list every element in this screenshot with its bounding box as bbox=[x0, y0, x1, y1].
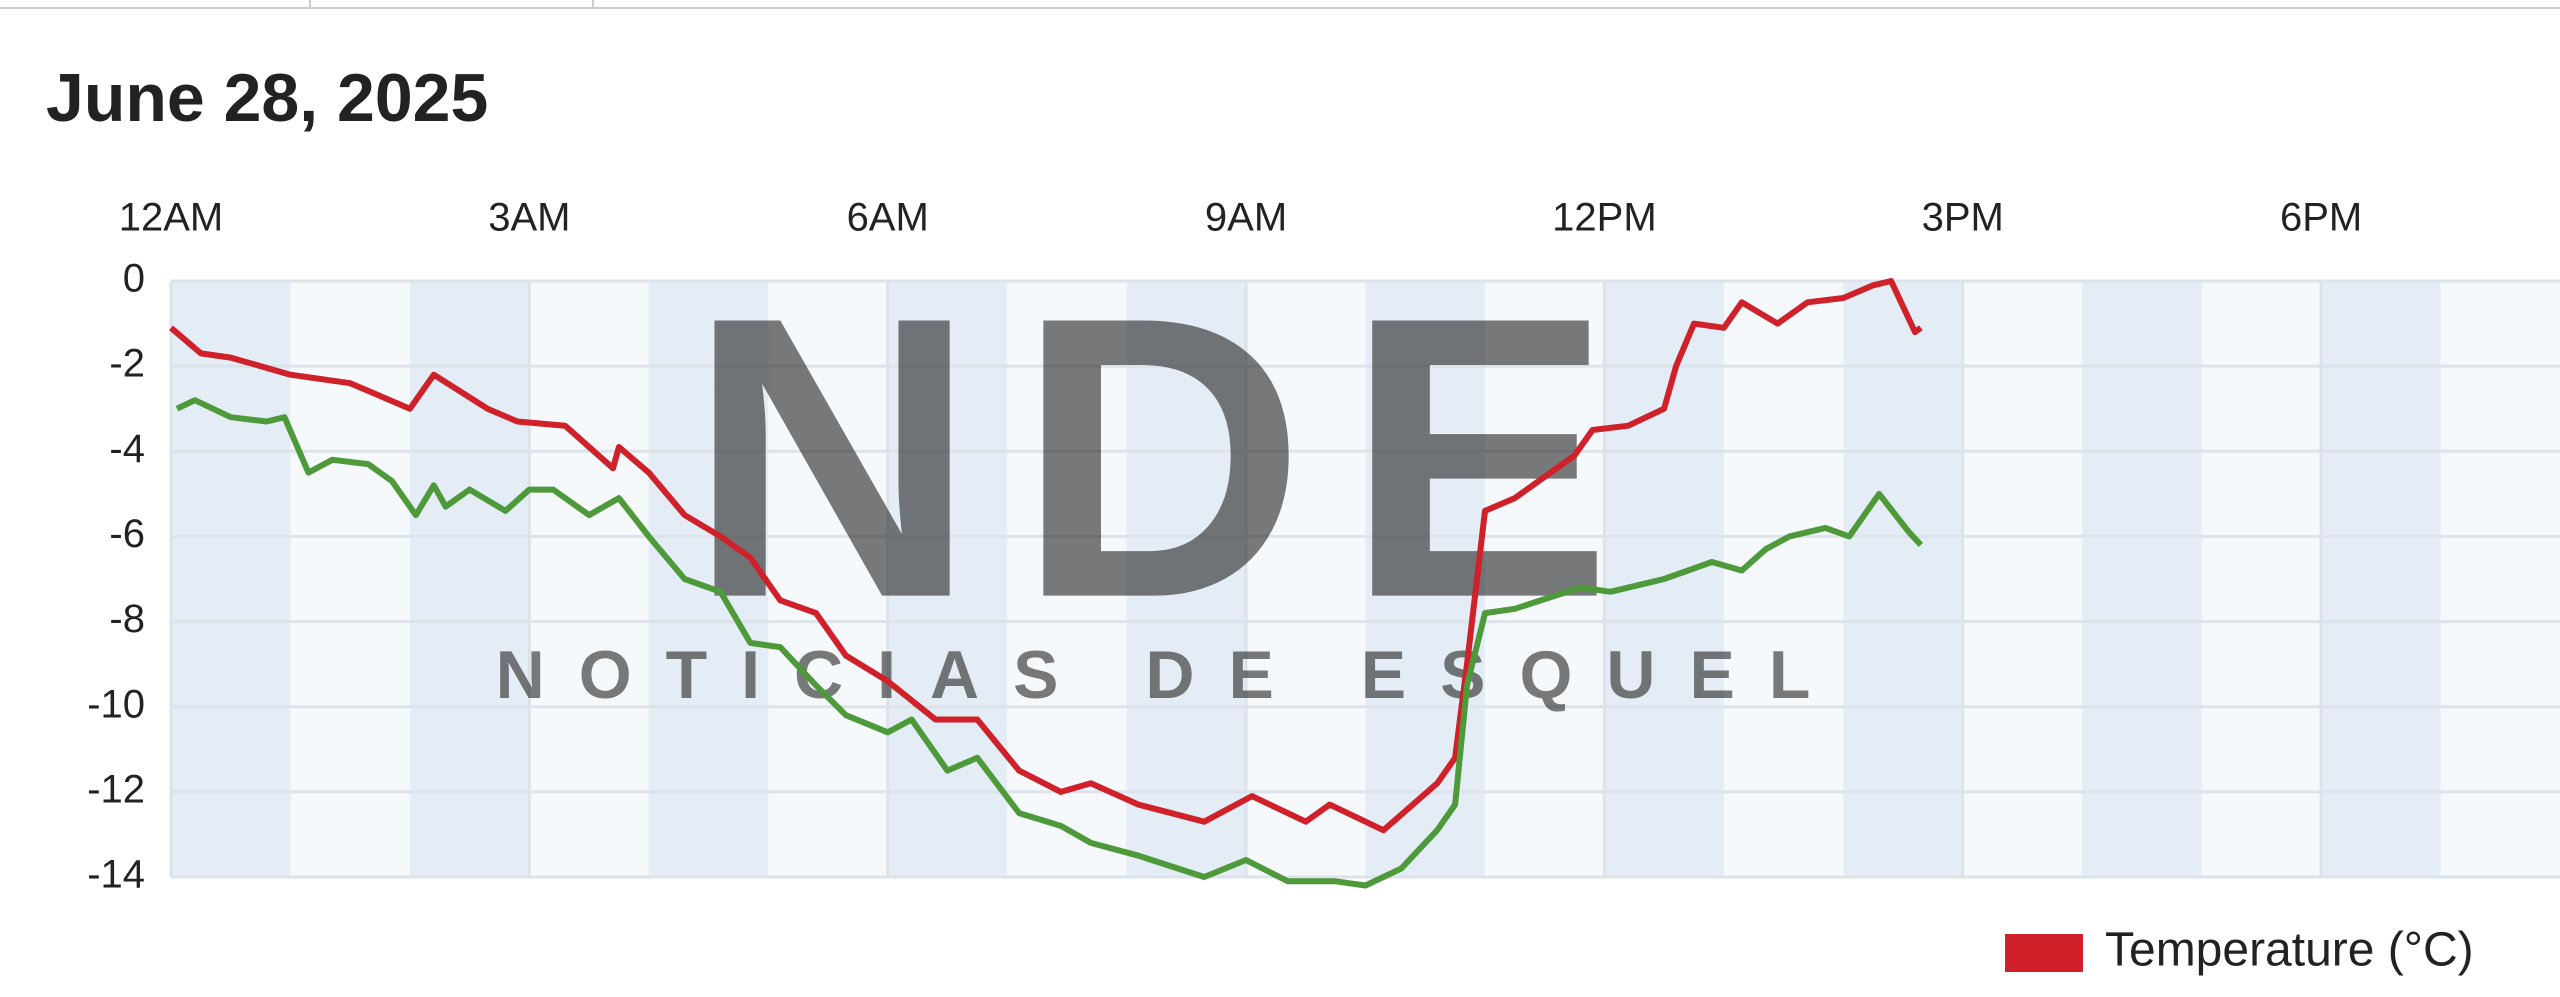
time-band bbox=[1126, 281, 1247, 877]
chart-title: June 28, 2025 bbox=[46, 60, 488, 136]
y-tick-label: -14 bbox=[87, 853, 145, 897]
x-tick-label: 3PM bbox=[1922, 196, 2004, 240]
x-tick-label: 3AM bbox=[488, 196, 570, 240]
time-band bbox=[648, 281, 769, 877]
x-tick-label: 6AM bbox=[847, 196, 929, 240]
watermark-text: NOTICIAS DE ESQUEL bbox=[496, 637, 1845, 713]
x-tick-label: 9AM bbox=[1205, 196, 1287, 240]
x-tick-label: 6PM bbox=[2280, 196, 2362, 240]
time-band bbox=[171, 281, 291, 877]
y-tick-label: -6 bbox=[109, 512, 145, 556]
time-band bbox=[1843, 281, 1963, 877]
time-band bbox=[2321, 281, 2441, 877]
legend-label: Temperature (°C) bbox=[2105, 924, 2474, 977]
watermark-logo: NDE bbox=[688, 234, 1653, 681]
y-tick-label: -4 bbox=[109, 427, 145, 471]
y-tick-label: -2 bbox=[109, 342, 145, 386]
x-tick-label: 12PM bbox=[1552, 196, 1657, 240]
y-tick-label: -8 bbox=[109, 597, 145, 641]
legend-swatch bbox=[2005, 934, 2083, 972]
time-band bbox=[1365, 281, 1485, 877]
time-band bbox=[2082, 281, 2202, 877]
y-tick-label: -10 bbox=[87, 682, 145, 726]
data-line bbox=[169, 278, 1923, 834]
x-tick-label: 12AM bbox=[119, 196, 224, 240]
y-tick-label: 0 bbox=[123, 257, 145, 301]
data-line bbox=[175, 397, 1924, 889]
y-tick-label: -12 bbox=[87, 767, 145, 811]
time-band bbox=[887, 281, 1008, 877]
time-band bbox=[409, 281, 530, 877]
